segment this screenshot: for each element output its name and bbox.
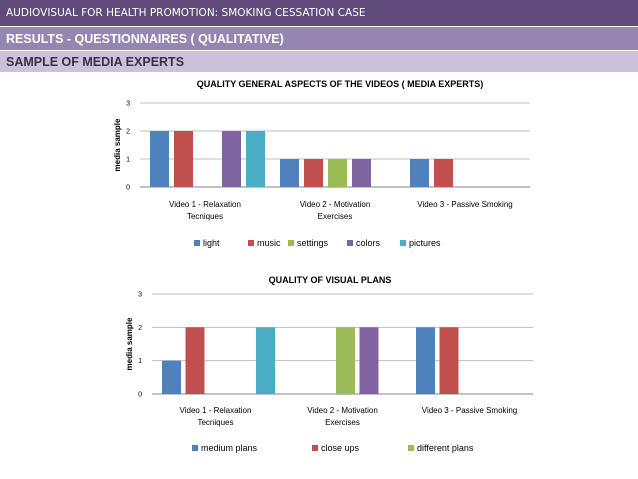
bar-settings-2 [328, 159, 347, 187]
y-axis-label: media sample [113, 118, 122, 171]
bar-music-1 [174, 131, 193, 187]
legend-swatch-music [248, 240, 254, 246]
x-category-label: Video 1 - Relaxation [180, 406, 252, 415]
legend-label-music: music [257, 238, 281, 248]
legend-swatch-light [194, 240, 200, 246]
bar-close-ups-1 [185, 327, 205, 394]
legend-label-light: light [203, 238, 220, 248]
y-tick-label: 2 [126, 129, 130, 136]
y-tick-label: 1 [126, 157, 130, 164]
results-header: RESULTS - QUESTIONNAIRES ( QUALITATIVE) [6, 32, 284, 46]
legend-swatch-medium-plans [192, 445, 198, 451]
x-category-label: Tecniques [197, 418, 233, 427]
y-tick-label: 3 [126, 101, 130, 108]
legend-label-colors: colors [356, 238, 381, 248]
legend-swatch-pictures [400, 240, 406, 246]
legend-swatch-colors [347, 240, 353, 246]
x-category-label: Video 2 - Motivation [300, 200, 371, 209]
y-tick-label: 2 [138, 325, 142, 332]
section-header: SAMPLE OF MEDIA EXPERTS [6, 55, 185, 69]
presentation-title-bar: AUDIOVISUAL FOR HEALTH PROMOTION: SMOKIN… [0, 0, 638, 26]
x-category-label: Video 3 - Passive Smoking [417, 200, 512, 209]
bar-music-3 [434, 159, 453, 187]
x-category-label: Video 2 - Motivation [307, 406, 378, 415]
bar-music-2 [304, 159, 323, 187]
x-category-label: Tecniques [187, 212, 223, 221]
presentation-title: AUDIOVISUAL FOR HEALTH PROMOTION: SMOKIN… [6, 7, 366, 19]
legend-swatch-different-plans [408, 445, 414, 451]
x-category-label: Exercises [325, 418, 360, 427]
section-header-bar: SAMPLE OF MEDIA EXPERTS [0, 50, 638, 72]
bar-medium-plans-1 [162, 360, 181, 394]
bar-light-1 [150, 131, 169, 187]
bar-medium-plans-3 [416, 327, 435, 394]
legend-label-pictures: pictures [409, 238, 441, 248]
chart-title: QUALITY GENERAL ASPECTS OF THE VIDEOS ( … [197, 79, 484, 89]
bar-different-plans-2 [336, 327, 355, 394]
legend-swatch-close-ups [312, 445, 318, 451]
results-header-bar: RESULTS - QUESTIONNAIRES ( QUALITATIVE) [0, 26, 638, 50]
bar-pictures-1 [246, 131, 265, 187]
y-tick-label: 3 [138, 292, 142, 299]
legend-swatch-settings [288, 240, 294, 246]
legend-label-close-ups: close ups [321, 443, 360, 453]
y-tick-label: 0 [138, 392, 142, 399]
x-category-label: Exercises [318, 212, 353, 221]
bar-close-ups-3 [439, 327, 459, 394]
x-category-label: Video 1 - Relaxation [169, 200, 241, 209]
bar-pictures-1 [256, 327, 275, 394]
legend-label-medium-plans: medium plans [201, 443, 258, 453]
chart-title: QUALITY OF VISUAL PLANS [269, 275, 392, 285]
bar-colors-2 [359, 327, 379, 394]
legend-label-different-plans: different plans [417, 443, 474, 453]
bar-colors-1 [222, 131, 241, 187]
y-axis-label: media sample [125, 317, 134, 370]
chart-visual-plans: QUALITY OF VISUAL PLANS 0 1 2 3 media sample V… [125, 275, 533, 453]
y-tick-label: 1 [138, 358, 142, 365]
legend-label-settings: settings [297, 238, 329, 248]
chart-general-aspects: QUALITY GENERAL ASPECTS OF THE VIDEOS ( … [113, 79, 530, 248]
x-category-label: Video 3 - Passive Smoking [422, 406, 517, 415]
y-tick-label: 0 [126, 185, 130, 192]
bar-light-2 [280, 159, 299, 187]
bar-light-3 [410, 159, 429, 187]
bar-colors-2 [352, 159, 371, 187]
